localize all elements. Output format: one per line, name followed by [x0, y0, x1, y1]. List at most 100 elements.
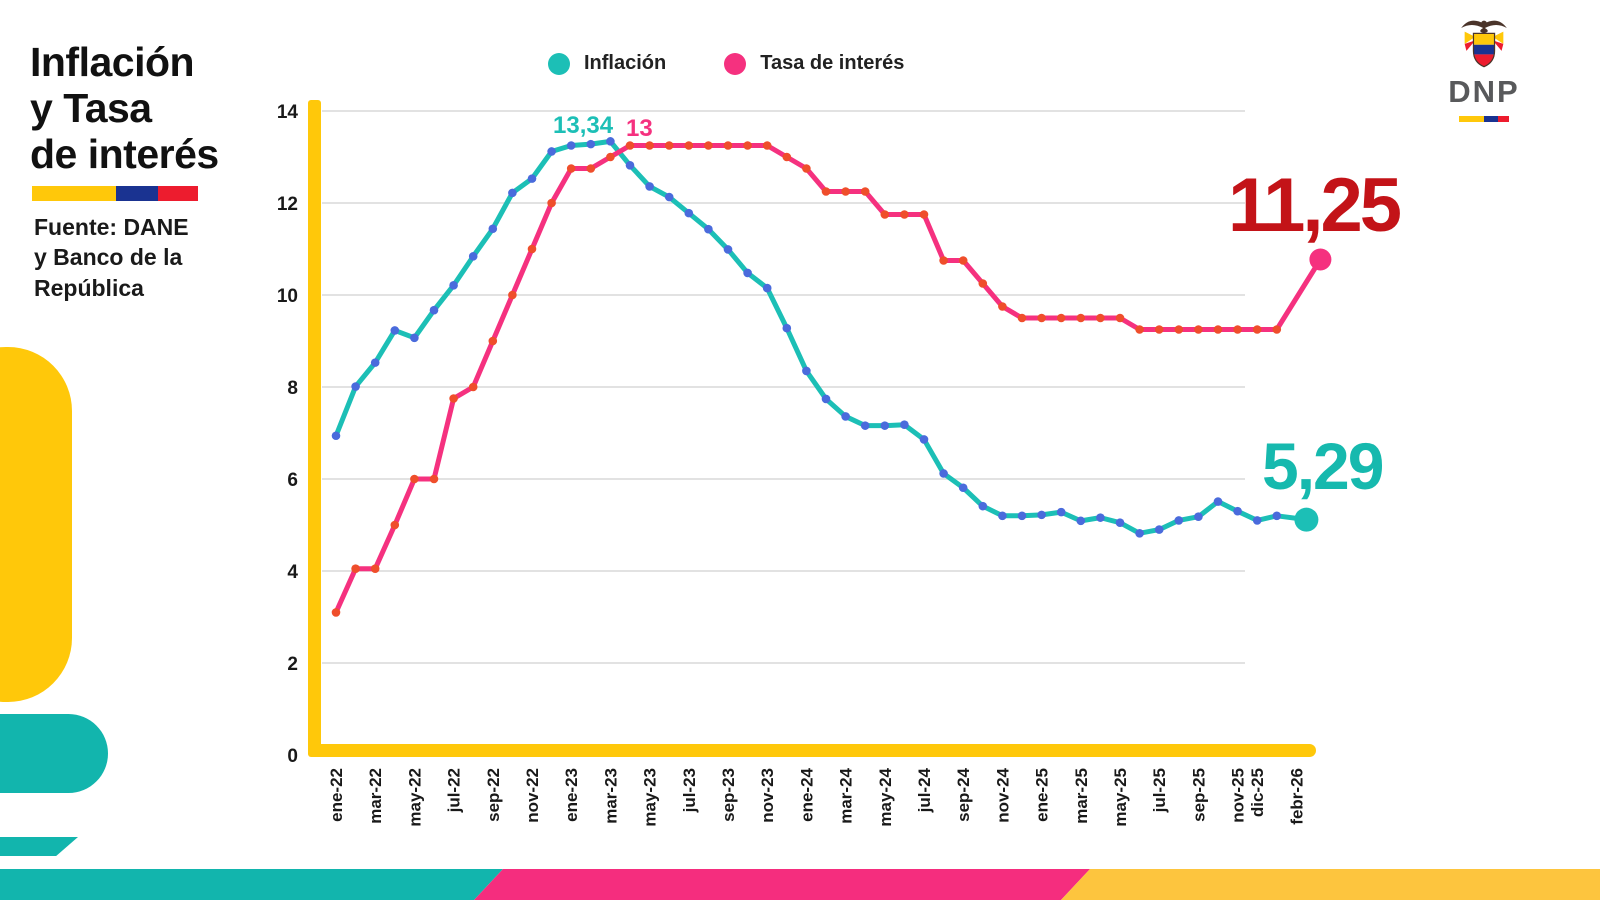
- inflacion-dot-ene-25: [1037, 510, 1046, 520]
- legend-label-inflacion: Inflación: [584, 52, 667, 74]
- x-tick-label-ene-24: ene-24: [797, 767, 816, 821]
- inflacion-line: [333, 138, 1309, 536]
- dnp-logo: DNP: [1432, 14, 1536, 122]
- inflacion-dot-ene-24: [802, 366, 811, 376]
- x-tick-label-ene-23: ene-23: [562, 768, 581, 822]
- tasa-dot-ene-25: [1037, 313, 1046, 323]
- tasa-dot-feb-23: [586, 164, 596, 173]
- x-tick-label-may-23: may-23: [641, 768, 660, 827]
- annotation-inflacion-peak: 13,34: [553, 112, 614, 139]
- source-line-2: y Banco de la: [34, 244, 183, 271]
- x-tick-label-sep-25: sep-25: [1189, 768, 1208, 822]
- inflacion-dot-sep-22: [488, 224, 498, 234]
- x-tick-label-mar-23: mar-23: [601, 768, 620, 824]
- inflacion-dot-may-25: [1115, 518, 1125, 527]
- tasa-dot-abr-22: [390, 520, 400, 530]
- footer-pink-segment: [474, 869, 1090, 900]
- inflacion-dot-jun-24: [900, 420, 909, 430]
- inflacion-dot-may-22: [410, 333, 419, 343]
- tasa-dot-jun-23: [664, 141, 674, 150]
- tasa-dot-may-24: [880, 210, 890, 219]
- legend-label-tasa: Tasa de interés: [760, 52, 905, 74]
- x-tick-label-mar-24: mar-24: [837, 767, 856, 823]
- x-axis-line: [308, 744, 1316, 757]
- x-tick-label-febr-26: febr-26: [1287, 768, 1306, 825]
- flag-red-band: [158, 186, 198, 201]
- inflacion-dot-dic-23: [782, 323, 792, 333]
- colombia-coat-of-arms-icon: [1461, 20, 1507, 68]
- inflacion-dot-mar-25: [1076, 516, 1086, 526]
- inflacion-dot-ene-23: [566, 141, 576, 150]
- x-tick-label-nov-22: nov-22: [523, 768, 542, 823]
- tasa-dot-nov-22: [527, 244, 537, 254]
- x-tick-label-may-25: may-25: [1111, 768, 1130, 827]
- tasa-dot-oct-23: [743, 141, 752, 150]
- inflacion-dot-ago-25: [1174, 516, 1184, 525]
- inflacion-dot-may-23: [645, 182, 654, 191]
- tasa-dot-dic-25: [1252, 325, 1262, 334]
- tasa-dot-abr-25: [1096, 313, 1105, 323]
- colombia-flag-stripe: [32, 186, 198, 201]
- inflacion-dot-sep-23: [723, 245, 733, 254]
- inflacion-dot-feb-24: [821, 394, 831, 404]
- tasa-dot-dic-24: [1017, 313, 1027, 323]
- x-tick-label-jul-25: jul-25: [1150, 768, 1169, 813]
- y-tick-label-14: 14: [277, 102, 299, 123]
- inflacion-dot-oct-22: [508, 188, 517, 198]
- decor-teal-wedge: [0, 837, 78, 856]
- inflacion-dot-jul-22: [449, 281, 458, 290]
- tasa-dot-may-22: [410, 474, 419, 484]
- x-tick-label-ene-22: ene-22: [327, 768, 346, 822]
- inflacion-legend-dot-icon: [548, 52, 570, 75]
- tasa-dot-ene-26: [1272, 325, 1282, 334]
- tasa-dot-dic-23: [782, 152, 792, 162]
- inflacion-dot-ago-22: [468, 252, 478, 261]
- inflacion-dot-ene-22: [331, 431, 341, 441]
- tasa-dot-ago-25: [1174, 325, 1184, 334]
- x-tick-label-sep-24: sep-24: [954, 767, 973, 821]
- inflacion-dot-may-24: [880, 421, 890, 430]
- tasa-dot-jun-22: [429, 474, 439, 484]
- inflacion-dot-jun-23: [664, 192, 674, 202]
- x-tick-label-may-22: may-22: [405, 768, 424, 827]
- inflacion-dot-jun-22: [429, 305, 439, 315]
- footer-bar: [0, 869, 1600, 900]
- tasa-dot-oct-25: [1213, 325, 1223, 334]
- x-tick-label-mar-22: mar-22: [366, 768, 385, 824]
- x-tick-label-dic-25: dic-25: [1248, 768, 1267, 817]
- inflacion-dot-ene-26: [1272, 511, 1282, 521]
- decor-yellow-pill: [0, 347, 72, 702]
- annotation-tasa-latest: 11,25: [1228, 163, 1402, 248]
- inflacion-dot-sep-25: [1194, 512, 1203, 522]
- tasa-dot-abr-23: [625, 141, 635, 150]
- tasa-dot-jun-24: [900, 210, 909, 219]
- title-line-3: de interés: [30, 130, 219, 177]
- tasa-line: [333, 143, 1323, 615]
- tasa-dot-ago-22: [468, 382, 478, 392]
- y-tick-label-10: 10: [277, 286, 298, 307]
- x-tick-label-sep-22: sep-22: [484, 768, 503, 822]
- y-axis-line: [308, 100, 321, 757]
- x-tick-label-mar-25: mar-25: [1072, 768, 1091, 824]
- inflacion-dot-nov-24: [998, 511, 1007, 521]
- tasa-dot-mar-25: [1076, 313, 1086, 323]
- inflacion-dot-ago-23: [704, 224, 713, 234]
- x-tick-label-nov-25: nov-25: [1229, 768, 1248, 823]
- tasa-dot-ago-24: [939, 256, 948, 265]
- dnp-logo-text: DNP: [1448, 74, 1520, 109]
- inflacion-dot-feb-25: [1056, 507, 1066, 517]
- inflacion-dot-abr-24: [860, 421, 870, 430]
- inflacion-dot-feb-22: [351, 382, 360, 391]
- tasa-dot-jul-22: [449, 394, 458, 403]
- page-title: Inflación y Tasa de interés: [30, 39, 219, 178]
- inflacion-dot-jul-24: [919, 435, 929, 444]
- decor-teal-pill: [0, 714, 108, 793]
- tasa-dot-mar-22: [370, 564, 380, 573]
- tasa-dot-mar-23: [606, 152, 615, 162]
- inflacion-dot-dic-24: [1017, 511, 1027, 521]
- flag-yellow-band: [32, 186, 116, 201]
- tasa-dot-abr-24: [860, 187, 870, 196]
- tasa-dot-sep-23: [723, 141, 733, 150]
- x-tick-label-sep-23: sep-23: [719, 768, 738, 822]
